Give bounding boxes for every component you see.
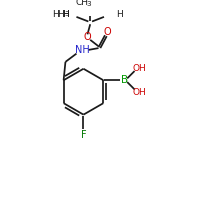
Text: O: O xyxy=(104,27,111,37)
Text: H: H xyxy=(116,10,123,19)
Text: H: H xyxy=(62,10,69,19)
Text: OH: OH xyxy=(132,64,146,73)
Text: B: B xyxy=(121,75,128,85)
Text: NH: NH xyxy=(75,45,89,55)
Text: H: H xyxy=(57,10,64,19)
Text: H: H xyxy=(52,10,59,19)
Text: F: F xyxy=(81,130,86,140)
Text: 3: 3 xyxy=(86,1,91,7)
Text: O: O xyxy=(84,32,91,42)
Text: H: H xyxy=(62,10,69,19)
Text: OH: OH xyxy=(132,88,146,97)
Text: CH: CH xyxy=(75,0,88,7)
Text: 3: 3 xyxy=(64,11,69,17)
